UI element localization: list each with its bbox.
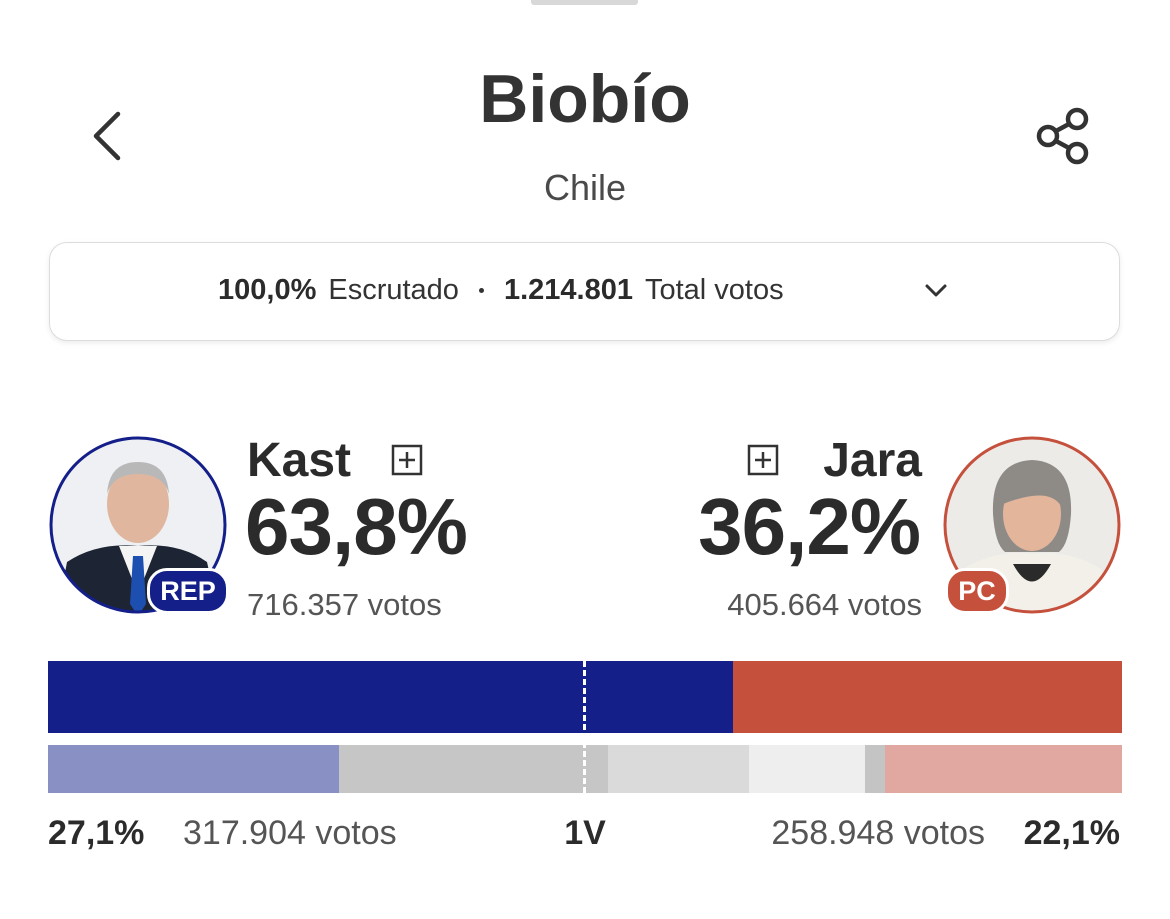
candidate-votes: 716.357 votos	[247, 587, 442, 622]
first-round-share: 27,1%	[48, 814, 145, 852]
party-badge: PC	[945, 568, 1009, 614]
expand-candidate[interactable]	[747, 444, 779, 476]
bar-segment	[48, 745, 340, 793]
candidate-name: Jara	[823, 434, 922, 487]
drag-handle[interactable]	[531, 0, 638, 5]
bar-segment	[733, 661, 1122, 733]
subtitle: Chile	[543, 167, 627, 208]
counted-label: Escrutado	[328, 274, 459, 306]
counted: 100,0%	[218, 274, 317, 306]
summary-row: 100,0% Escrutado 1.214.801 Total votos	[218, 276, 784, 305]
majority-line	[583, 661, 586, 793]
title: Biobío	[479, 61, 691, 137]
candidate-name: Kast	[247, 434, 352, 487]
first-round-bar	[48, 745, 1122, 793]
bar-segment	[884, 745, 1122, 793]
result-bar	[48, 661, 1122, 733]
party-badge: REP	[147, 568, 229, 614]
total-label: Total votos	[644, 274, 784, 306]
first-round-votes: 317.904 votos	[183, 814, 397, 852]
total: 1.214.801	[503, 274, 633, 306]
share-button[interactable]	[1034, 106, 1092, 166]
bar-segment	[865, 745, 885, 793]
round-label: 1V	[564, 814, 606, 852]
bar-segment	[607, 745, 750, 793]
candidate-share: 36,2%	[698, 482, 921, 571]
separator	[478, 288, 484, 293]
bar-segment	[339, 745, 608, 793]
summary-box[interactable]	[49, 242, 1120, 341]
expand-icon[interactable]	[924, 283, 948, 299]
candidate-votes: 405.664 votos	[727, 587, 922, 622]
bar-segment	[48, 661, 734, 733]
back-button[interactable]	[88, 110, 128, 162]
bar-segment	[749, 745, 866, 793]
first-round-votes: 258.948 votos	[771, 814, 985, 852]
first-round-share: 22,1%	[1023, 814, 1120, 852]
expand-candidate[interactable]	[391, 444, 423, 476]
candidate-share: 63,8%	[245, 482, 468, 571]
